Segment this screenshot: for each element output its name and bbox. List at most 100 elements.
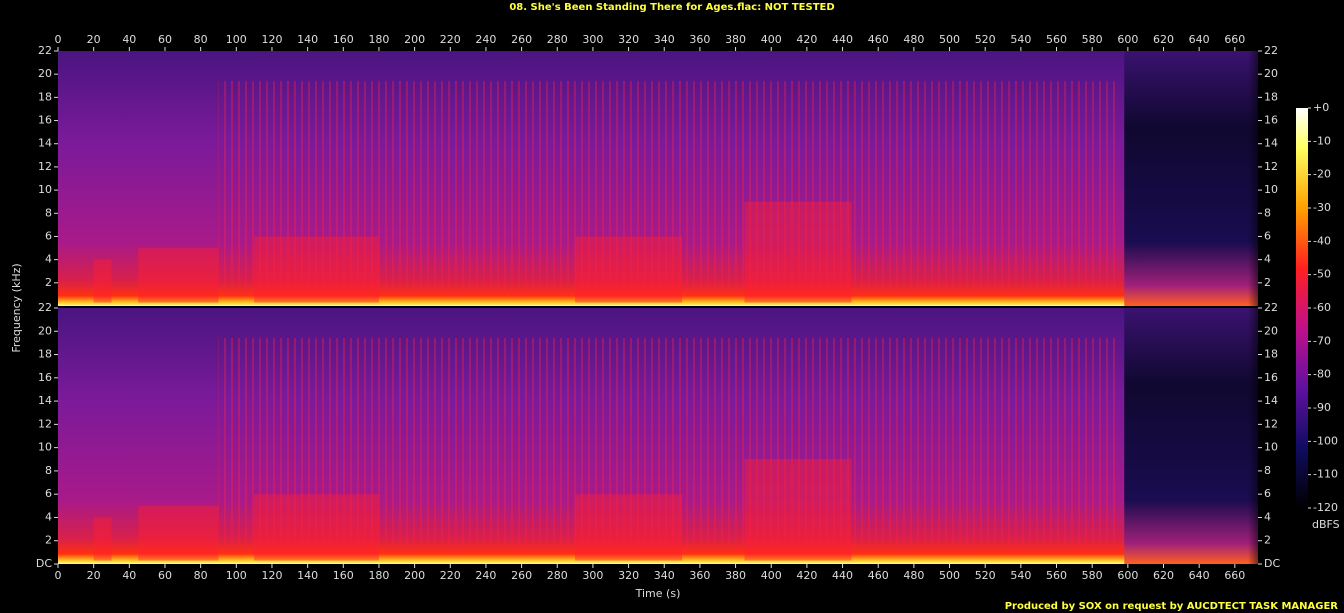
y-tick-label: 18: [38, 348, 52, 361]
x-tick-label: 360: [689, 33, 710, 46]
colorbar-tick-label: -80: [1313, 368, 1331, 381]
colorbar-tick-label: -10: [1313, 134, 1331, 147]
y-tick-label: 10: [38, 441, 52, 454]
y-tick-label: DC: [1264, 557, 1280, 570]
x-tick-label: 380: [725, 33, 746, 46]
y-tick-label: 12: [1264, 417, 1278, 430]
x-tick-label: 400: [761, 569, 782, 582]
x-tick-label: 240: [475, 569, 496, 582]
x-tick-label: 0: [55, 33, 62, 46]
x-tick-label: 140: [297, 33, 318, 46]
x-tick-label: 300: [582, 569, 603, 582]
x-tick-label: 560: [1046, 569, 1067, 582]
y-tick-label: 2: [1264, 276, 1271, 289]
x-tick-label: 260: [511, 33, 532, 46]
spectrogram-tail: [1124, 51, 1258, 306]
x-tick-label: 240: [475, 33, 496, 46]
y-tick-label: 8: [1264, 206, 1271, 219]
spectrogram-energy: [93, 259, 112, 303]
x-tick-label: 500: [939, 569, 960, 582]
y-axis-label: Frequency (kHz): [10, 263, 23, 352]
y-tick-label: 4: [45, 510, 52, 523]
y-tick-label: 18: [38, 90, 52, 103]
y-tick-label: 12: [1264, 160, 1278, 173]
x-tick-label: 500: [939, 33, 960, 46]
spectrogram-energy: [138, 505, 219, 561]
x-tick-label: 160: [333, 33, 354, 46]
x-tick-label: 640: [1189, 569, 1210, 582]
x-tick-label: 480: [903, 33, 924, 46]
x-tick-label: 0: [55, 569, 62, 582]
x-tick-label: 340: [654, 569, 675, 582]
x-tick-label: 560: [1046, 33, 1067, 46]
x-tick-label: 140: [297, 569, 318, 582]
x-tick-label: 320: [618, 569, 639, 582]
spectrogram-energy: [138, 248, 219, 303]
x-tick-label: 380: [725, 569, 746, 582]
x-tick-label: 660: [1224, 569, 1245, 582]
y-tick-label: 20: [1264, 324, 1278, 337]
x-tick-label: 420: [796, 569, 817, 582]
y-tick-label: 6: [1264, 487, 1271, 500]
x-tick-label: 160: [333, 569, 354, 582]
spectrogram-energy: [744, 459, 852, 561]
x-tick-label: 60: [158, 569, 172, 582]
y-tick-label: 20: [38, 67, 52, 80]
x-tick-label: 640: [1189, 33, 1210, 46]
x-tick-label: 400: [761, 33, 782, 46]
y-tick-label: 12: [38, 160, 52, 173]
spectrogram-energy: [254, 494, 379, 561]
spectrogram-energy: [744, 201, 852, 303]
x-axis-label: Time (s): [635, 587, 681, 600]
colorbar-tick-label: -120: [1313, 501, 1338, 514]
spectrogram-energy: [575, 236, 683, 303]
y-tick-label: 10: [1264, 441, 1278, 454]
spectrogram-energy: [254, 236, 379, 303]
y-tick-label: 2: [45, 276, 52, 289]
colorbar-tick-label: +0: [1313, 101, 1329, 114]
y-tick-label: 22: [38, 301, 52, 314]
spectrogram-tail: [1124, 308, 1258, 564]
spectrogram-stripes: [218, 81, 1119, 296]
spectrogram-energy: [575, 494, 683, 561]
y-tick-label: 4: [1264, 253, 1271, 266]
x-tick-label: 460: [868, 569, 889, 582]
x-tick-label: 80: [194, 569, 208, 582]
x-tick-label: 360: [689, 569, 710, 582]
colorbar-tick-label: -60: [1313, 301, 1331, 314]
spectrogram-edge: [1248, 308, 1258, 564]
y-tick-label: 6: [45, 229, 52, 242]
y-tick-label: 6: [1264, 229, 1271, 242]
x-tick-label: 340: [654, 33, 675, 46]
y-tick-label: 6: [45, 487, 52, 500]
colorbar-tick-label: -90: [1313, 401, 1331, 414]
x-tick-label: 320: [618, 33, 639, 46]
y-tick-label: 4: [45, 253, 52, 266]
y-tick-label: 10: [1264, 183, 1278, 196]
x-tick-label: 440: [832, 569, 853, 582]
x-tick-label: 100: [226, 33, 247, 46]
x-tick-label: 300: [582, 33, 603, 46]
footer: Produced by SOX on request by AUCDTECT T…: [1005, 601, 1339, 612]
x-tick-label: 540: [1010, 33, 1031, 46]
y-tick-label: 18: [1264, 90, 1278, 103]
y-tick-label: 16: [1264, 371, 1278, 384]
y-tick-label: 18: [1264, 348, 1278, 361]
x-tick-label: 420: [796, 33, 817, 46]
y-tick-label: 20: [38, 324, 52, 337]
colorbar-tick-label: -70: [1313, 334, 1331, 347]
y-tick-label: 16: [38, 114, 52, 127]
x-tick-label: 600: [1117, 569, 1138, 582]
y-tick-label: 8: [1264, 464, 1271, 477]
x-tick-label: 480: [903, 569, 924, 582]
x-tick-label: 80: [194, 33, 208, 46]
x-tick-label: 220: [440, 33, 461, 46]
x-tick-label: 280: [547, 569, 568, 582]
spectrogram-edge: [1248, 51, 1258, 306]
colorbar-label: dBFS: [1312, 518, 1340, 531]
x-tick-label: 280: [547, 33, 568, 46]
x-tick-label: 620: [1153, 33, 1174, 46]
x-tick-label: 520: [975, 569, 996, 582]
x-tick-label: 20: [87, 569, 101, 582]
